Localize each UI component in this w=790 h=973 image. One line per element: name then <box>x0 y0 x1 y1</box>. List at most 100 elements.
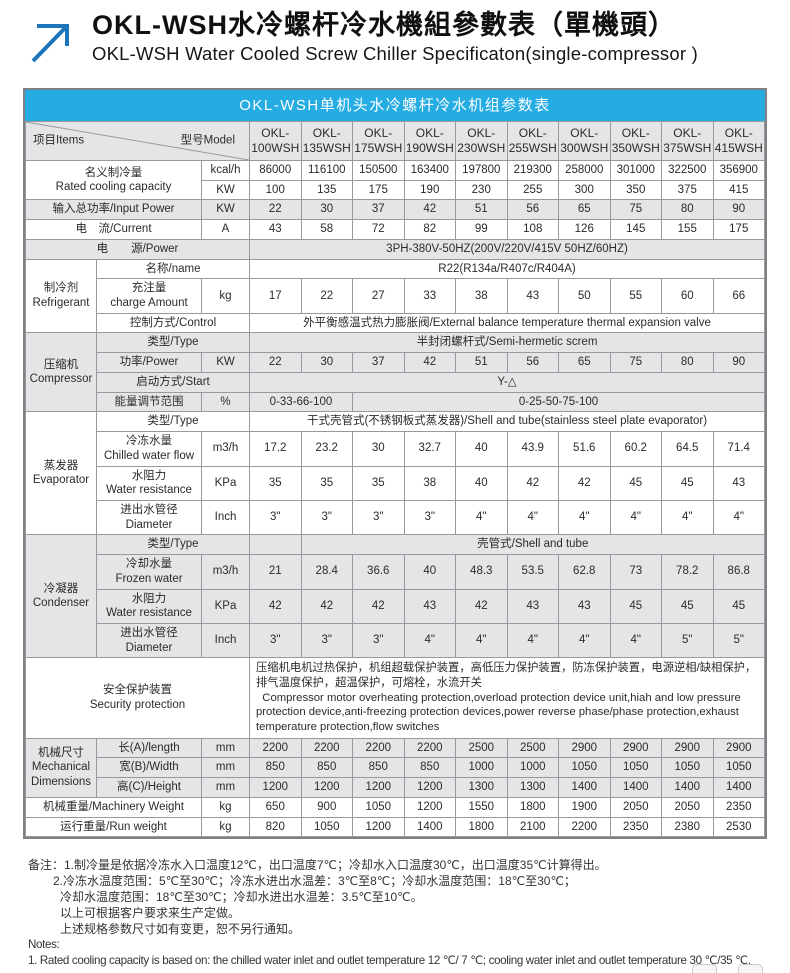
value-cell: 356900 <box>712 160 765 181</box>
value-cell: 21 <box>249 554 302 590</box>
model-column-header: OKL- 100WSH <box>249 121 302 161</box>
row-label-cell: 名称/name <box>96 258 250 280</box>
value-cell: 99 <box>455 219 508 240</box>
value-cell: 2050 <box>661 796 714 818</box>
value-cell: 37 <box>352 352 405 373</box>
value-cell: 219300 <box>506 160 559 181</box>
value-cell: 45 <box>609 465 662 501</box>
value-cell: 22 <box>300 278 353 314</box>
merged-value-cell: 0-25-50-75-100 <box>352 391 765 413</box>
value-cell: 22 <box>249 199 302 221</box>
merged-value-cell: 壳管式/Shell and tube <box>300 534 765 556</box>
value-cell: 1900 <box>558 796 611 818</box>
unit-cell: mm <box>201 777 250 798</box>
value-cell: 45 <box>712 588 765 624</box>
value-cell: 82 <box>403 219 456 240</box>
spec-table-row: 能量调节范围% 0-33-66-100 0-25-50-75-100 <box>26 391 765 413</box>
value-cell: 42 <box>558 465 611 501</box>
value-cell: 1400 <box>558 777 611 798</box>
value-cell: 51 <box>455 199 508 221</box>
value-cell: 322500 <box>661 160 714 181</box>
value-cell: 56 <box>506 352 559 373</box>
value-cell: 66 <box>712 278 765 314</box>
value-cell: 116100 <box>300 160 353 181</box>
row-label-cell: 长(A)/length <box>96 737 202 759</box>
value-cell: 35 <box>249 465 302 501</box>
value-cell: 3" <box>352 499 405 536</box>
value-cell: 78.2 <box>661 554 714 590</box>
section-label-cell: 机械尺寸 Mechanical Dimensions <box>25 737 97 798</box>
value-cell: 650 <box>249 796 302 818</box>
model-column-header: OKL- 415WSH <box>712 121 765 161</box>
value-cell: 1300 <box>506 777 559 798</box>
spec-table-row: 机械尺寸 Mechanical Dimensions 长(A)/length mm 220… <box>25 737 765 798</box>
spec-table-row: 安全保护装置 Security protection 压缩机电机过热保护，机组超载保… <box>25 657 765 739</box>
row-label-cell: 高(C)/Height <box>96 777 202 798</box>
value-cell: 56 <box>506 199 559 221</box>
value-cell: 17 <box>249 278 302 314</box>
value-cell: 2350 <box>712 796 765 818</box>
value-cell: 3" <box>249 622 302 659</box>
spec-table: 项目Items 型号Model OKL- 100WSH OKL- 135WSH OKL-… <box>25 121 765 838</box>
value-cell: 1800 <box>506 796 559 818</box>
value-cell: 30 <box>300 199 353 221</box>
value-cell: 90 <box>712 352 765 373</box>
value-cell: 2500 <box>506 737 559 759</box>
value-cell: 62.8 <box>558 554 611 590</box>
value-cell: 35 <box>300 465 353 501</box>
value-cell: 175 <box>352 179 405 201</box>
spec-table-row: 进出水管径 Diameter Inch 3" 3" 3" 3" 4" 4" 4" 4" 4" 4" <box>26 499 765 536</box>
spec-table-row: 制冷剂 Refrigerant 名称/name R22(R134a/R407c/R40… <box>25 258 765 334</box>
value-cell: 55 <box>609 278 662 314</box>
spec-table-row: 电 源/Power 3PH-380V-50HZ(200V/220V/415V 50… <box>25 238 765 260</box>
row-label-cell: 类型/Type <box>96 534 250 556</box>
value-cell: 850 <box>403 757 456 779</box>
value-cell: 36.6 <box>352 554 405 590</box>
value-cell: 301000 <box>609 160 662 181</box>
value-cell: 4" <box>558 499 611 536</box>
value-cell: 2900 <box>661 737 714 759</box>
value-cell: 27 <box>352 278 405 314</box>
model-column-header: OKL- 190WSH <box>403 121 456 161</box>
spec-table-row: KW 100 135 175 190 230 255 300 350 375 415 <box>26 179 765 201</box>
section-label-cell: 制冷剂 Refrigerant <box>25 258 97 334</box>
value-cell: 1050 <box>558 757 611 779</box>
note-line: Notes: <box>28 938 60 951</box>
value-cell: 28.4 <box>300 554 353 590</box>
value-cell: 4" <box>609 622 662 659</box>
spec-table-row: 机械重量/Machinery Weight kg 650 900 1050 1200 155… <box>25 796 765 818</box>
column-header-row: 项目Items 型号Model OKL- 100WSH OKL- 135WSH OKL-… <box>25 121 765 161</box>
value-cell: 1050 <box>300 816 353 838</box>
value-cell: 45 <box>609 588 662 624</box>
footer-partial-icon <box>692 964 717 973</box>
value-cell: 1400 <box>609 777 662 798</box>
row-label-cell: 进出水管径 Diameter <box>96 499 202 536</box>
value-cell: 1200 <box>352 816 405 838</box>
value-cell: 2200 <box>300 737 353 759</box>
protection-text-cell: 压缩机电机过热保护，机组超载保护装置，高低压力保护装置，防冻保护装置，电源逆相/… <box>249 657 765 739</box>
value-cell: 1200 <box>352 777 405 798</box>
value-cell: 23.2 <box>300 431 353 467</box>
value-cell: 190 <box>403 179 456 201</box>
value-cell: 2200 <box>352 737 405 759</box>
value-cell: 1050 <box>661 757 714 779</box>
value-cell: 850 <box>249 757 302 779</box>
value-cell: 90 <box>712 199 765 221</box>
value-cell: 65 <box>558 199 611 221</box>
value-cell: 108 <box>506 219 559 240</box>
value-cell: 37 <box>352 199 405 221</box>
value-cell: 1800 <box>455 816 508 838</box>
row-label-cell: 水阻力 Water resistance <box>96 465 202 501</box>
value-cell: 1550 <box>455 796 508 818</box>
value-cell: 40 <box>455 465 508 501</box>
row-label-cell: 类型/Type <box>96 332 250 354</box>
spec-table-row: 水阻力 Water resistance KPa 35 35 35 38 40 42 42 45 45… <box>26 465 765 501</box>
value-cell: 43 <box>249 219 302 240</box>
row-label-cell: 输入总功率/Input Power <box>25 199 202 221</box>
unit-cell: % <box>201 391 250 413</box>
value-cell: 5" <box>661 622 714 659</box>
spec-table-row: 冷却水量 Frozen water m3/h 21 28.4 36.6 40 48.3 53.5… <box>26 554 765 590</box>
value-cell: 43.9 <box>506 431 559 467</box>
value-cell: 2200 <box>249 737 302 759</box>
unit-cell: mm <box>201 737 250 759</box>
